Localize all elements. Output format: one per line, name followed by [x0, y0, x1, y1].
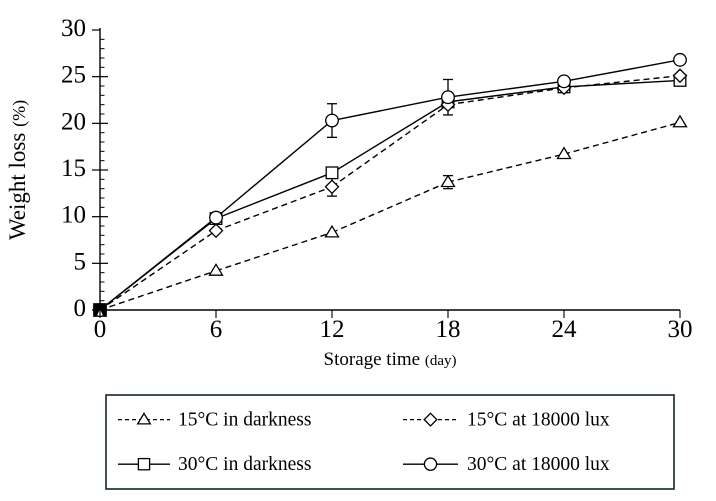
svg-text:25: 25: [61, 62, 86, 89]
svg-text:30: 30: [668, 316, 693, 343]
svg-text:12: 12: [320, 316, 345, 343]
svg-text:Weight loss (%): Weight loss (%): [5, 100, 30, 240]
svg-text:Storage time (day): Storage time (day): [324, 349, 457, 370]
svg-text:15°C in darkness: 15°C in darkness: [178, 410, 311, 431]
svg-text:30°C at 18000 lux: 30°C at 18000 lux: [467, 454, 610, 475]
svg-text:15°C at 18000 lux: 15°C at 18000 lux: [467, 410, 610, 431]
svg-text:5: 5: [74, 248, 87, 275]
svg-text:6: 6: [210, 316, 223, 343]
svg-text:10: 10: [61, 202, 86, 229]
svg-text:0: 0: [94, 316, 107, 343]
svg-text:0: 0: [74, 295, 87, 322]
svg-text:24: 24: [552, 316, 578, 343]
svg-text:18: 18: [436, 316, 461, 343]
svg-text:20: 20: [61, 108, 86, 135]
svg-text:30°C in darkness: 30°C in darkness: [178, 454, 311, 475]
svg-text:30: 30: [61, 15, 86, 42]
svg-text:15: 15: [61, 155, 86, 182]
